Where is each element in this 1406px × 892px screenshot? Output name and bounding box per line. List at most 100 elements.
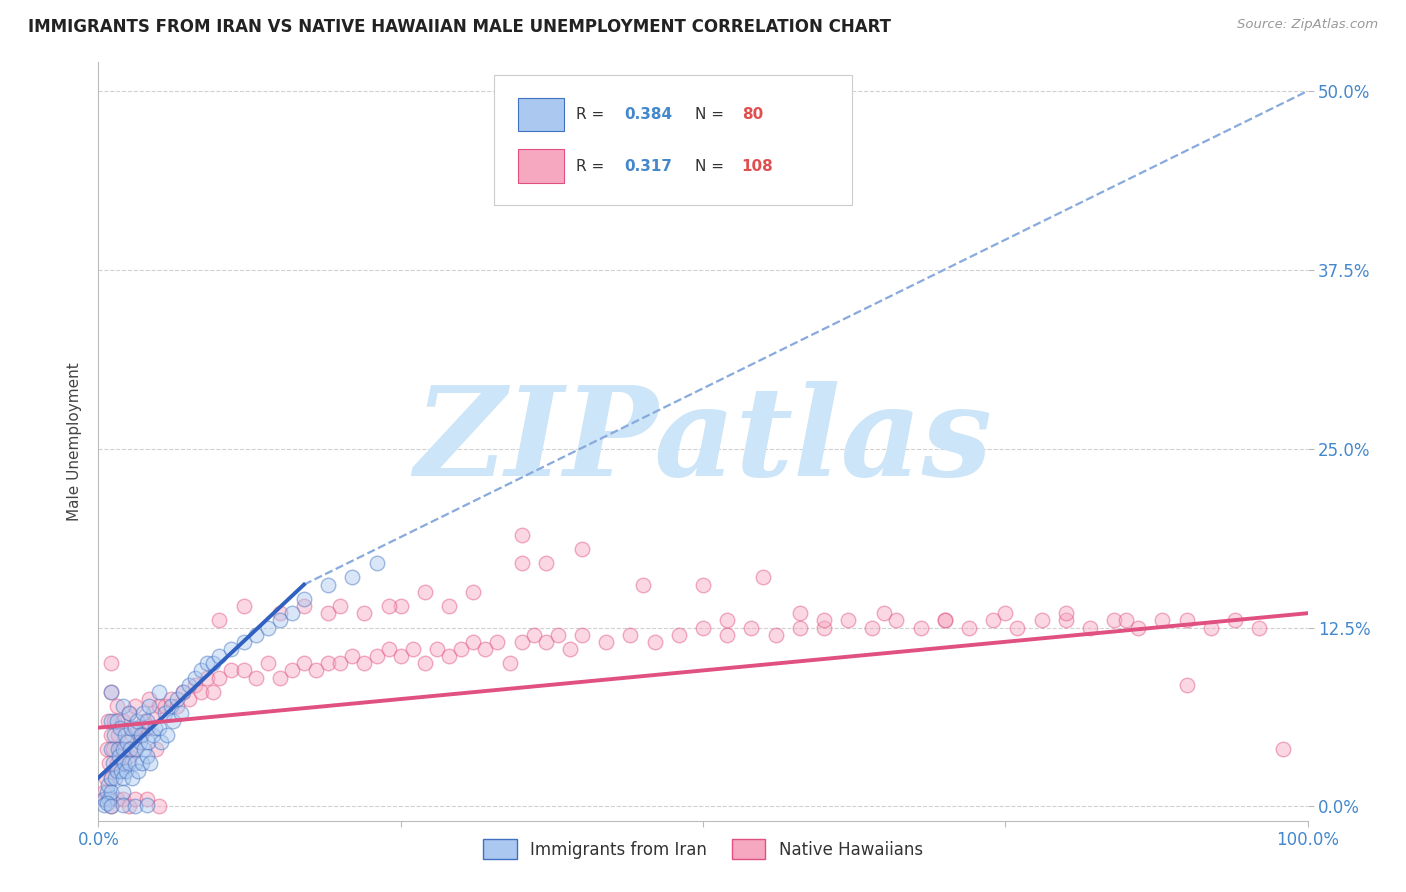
Point [108,742,131,756]
Point [111,797,134,812]
Point [100,785,122,799]
Point [160,692,183,706]
Point [292,657,315,671]
Point [111,742,134,756]
Point [232,635,254,649]
Point [353,606,375,620]
Point [534,635,557,649]
Point [98,756,121,771]
Text: 108: 108 [742,159,773,174]
Point [184,678,207,692]
Point [93,785,115,799]
Point [129,728,152,742]
Point [134,742,156,756]
Point [1007,620,1029,634]
Point [179,678,201,692]
Point [256,657,278,671]
Point [104,771,127,785]
Point [93,792,115,806]
Point [105,792,128,806]
Point [127,714,149,728]
Point [873,606,896,620]
Point [523,628,546,642]
Point [437,649,460,664]
Point [100,728,122,742]
Point [118,799,141,814]
Text: N =: N = [695,159,728,174]
Text: ZIPatlas: ZIPatlas [413,381,993,502]
Point [124,756,146,771]
Point [156,728,179,742]
Point [195,657,218,671]
Point [1175,613,1198,627]
Point [1272,742,1295,756]
Point [105,714,128,728]
Point [111,699,134,714]
Text: R =: R = [576,159,609,174]
Point [716,628,738,642]
Point [125,742,148,756]
Point [413,657,436,671]
Point [166,699,188,714]
Point [366,649,388,664]
Point [138,699,160,714]
Point [366,556,388,570]
Point [132,706,155,721]
Point [153,699,176,714]
Point [139,756,162,771]
Point [96,797,118,811]
Point [105,764,128,778]
Point [108,749,131,764]
Point [692,577,714,591]
Point [124,799,146,814]
Point [138,692,160,706]
Point [437,599,460,613]
Point [813,613,835,627]
Point [860,620,883,634]
Point [118,706,141,721]
Point [100,799,122,814]
Point [595,635,617,649]
Point [619,628,641,642]
Point [135,797,157,812]
Point [100,685,122,699]
Point [148,721,170,735]
Point [148,685,170,699]
Point [221,664,243,678]
Point [1031,613,1053,627]
Point [981,613,1004,627]
Point [547,628,569,642]
Point [135,792,157,806]
Point [111,714,134,728]
Point [208,613,231,627]
Point [1102,613,1125,627]
Point [172,685,194,699]
Point [166,692,188,706]
Point [195,671,218,685]
Point [389,649,412,664]
Point [127,764,149,778]
Point [121,771,143,785]
Point [208,649,231,664]
Text: 0.317: 0.317 [624,159,672,174]
Point [316,657,339,671]
Point [1199,620,1222,634]
Point [118,749,141,764]
Point [474,642,496,657]
Point [135,714,157,728]
Point [571,541,593,556]
Point [232,664,254,678]
Point [124,699,146,714]
Point [202,685,225,699]
Point [127,721,149,735]
Point [269,671,291,685]
Point [1128,620,1150,634]
Point [184,671,207,685]
FancyBboxPatch shape [517,97,564,131]
Point [1054,613,1077,627]
Point [994,606,1017,620]
Point [765,628,787,642]
Point [281,664,304,678]
Point [510,556,533,570]
Point [534,556,557,570]
